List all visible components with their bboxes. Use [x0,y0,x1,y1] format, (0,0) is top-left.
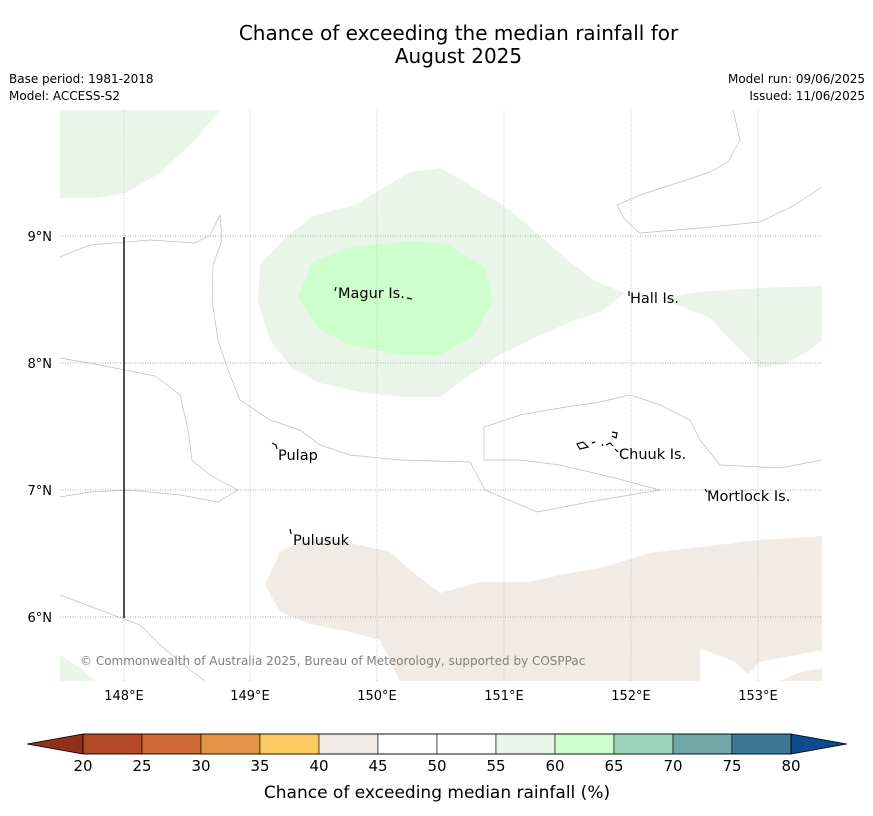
colorbar-tick-label: 55 [486,757,505,775]
colorbar-tick-label: 40 [309,757,328,775]
colorbar-over-arrow [790,733,848,755]
place-chuuk: Chuuk Is. [619,447,686,463]
colorbar-segment [672,733,733,755]
colorbar-tick-label: 35 [250,757,269,775]
meta-right: Model run: 09/06/2025 Issued: 11/06/2025 [728,71,865,105]
lon-tick: 152°E [611,689,651,704]
model-text: Model: ACCESS-S2 [9,89,121,103]
lon-tick: 148°E [104,689,144,704]
colorbar-tick-label: 75 [722,757,741,775]
colorbar-segment [495,733,556,755]
region-40-45-south [265,536,822,681]
lat-tick: 7°N [28,484,53,499]
colorbar-under-arrow [26,733,84,755]
place-pulap: Pulap [278,448,318,464]
colorbar-segment [318,733,379,755]
place-pulusuk: Pulusuk [293,533,350,549]
base-period-text: Base period: 1981-2018 [9,72,154,86]
lat-tick: 8°N [28,357,53,372]
issued-text: Issued: 11/06/2025 [749,89,865,103]
meta-left: Base period: 1981-2018 Model: ACCESS-S2 [9,71,154,105]
lon-tick: 151°E [484,689,524,704]
region-55-60-east [660,286,822,368]
title-line-2: August 2025 [394,44,523,68]
colorbar-tick-label: 70 [663,757,682,775]
colorbar: 20 25 30 35 40 45 50 55 60 65 70 75 80 Chance of exc… [26,733,848,803]
region-55-60-southwest [60,655,95,681]
latitude-ticks: 9°N 8°N 7°N 6°N [28,230,53,626]
colorbar-segment [613,733,674,755]
colorbar-segment [554,733,615,755]
colorbar-tick-label: 30 [191,757,210,775]
map-title: Chance of exceeding the median rainfall … [0,22,873,68]
colorbar-segment [377,733,438,755]
colorbar-segment [141,733,202,755]
colorbar-tick-label: 50 [427,757,446,775]
colorbar-tick-label: 80 [781,757,800,775]
colorbar-segments [82,733,792,755]
place-hall: Hall Is. [630,291,679,307]
colorbar-label: Chance of exceeding median rainfall (%) [264,783,610,803]
region-white-south [700,648,755,681]
colorbar-tick-label: 65 [604,757,623,775]
colorbar-tick-label: 25 [132,757,151,775]
region-60-65-magur [298,241,493,355]
place-mortlock: Mortlock Is. [707,489,790,505]
colorbar-tick-label: 60 [545,757,564,775]
map-panel: Magur Is. Hall Is. Pulap Chuuk Is. Mortl… [60,110,822,681]
colorbar-segment [731,733,792,755]
colorbar-frame [82,733,792,755]
lat-tick: 6°N [28,611,53,626]
copyright-text: © Commonwealth of Australia 2025, Bureau… [80,654,585,668]
lon-tick: 149°E [230,689,270,704]
longitude-ticks: 148°E 149°E 150°E 151°E 152°E 153°E [104,689,778,704]
colorbar-segment [436,733,497,755]
place-magur: Magur Is. [338,286,405,302]
colorbar-ticks: 20 25 30 35 40 45 50 55 60 65 70 75 80 [73,757,800,775]
colorbar-tick-label: 45 [368,757,387,775]
title-line-1: Chance of exceeding the median rainfall … [238,21,679,45]
lat-tick: 9°N [28,230,53,245]
region-55-60-northwest [60,110,220,198]
colorbar-segment [82,733,143,755]
island-marks [271,286,708,535]
colorbar-segment [200,733,261,755]
lon-tick: 153°E [738,689,778,704]
colorbar-segment [259,733,320,755]
model-run-text: Model run: 09/06/2025 [727,72,865,86]
lon-tick: 150°E [357,689,397,704]
region-40-45-corner [780,668,822,681]
colorbar-tick-label: 20 [73,757,92,775]
